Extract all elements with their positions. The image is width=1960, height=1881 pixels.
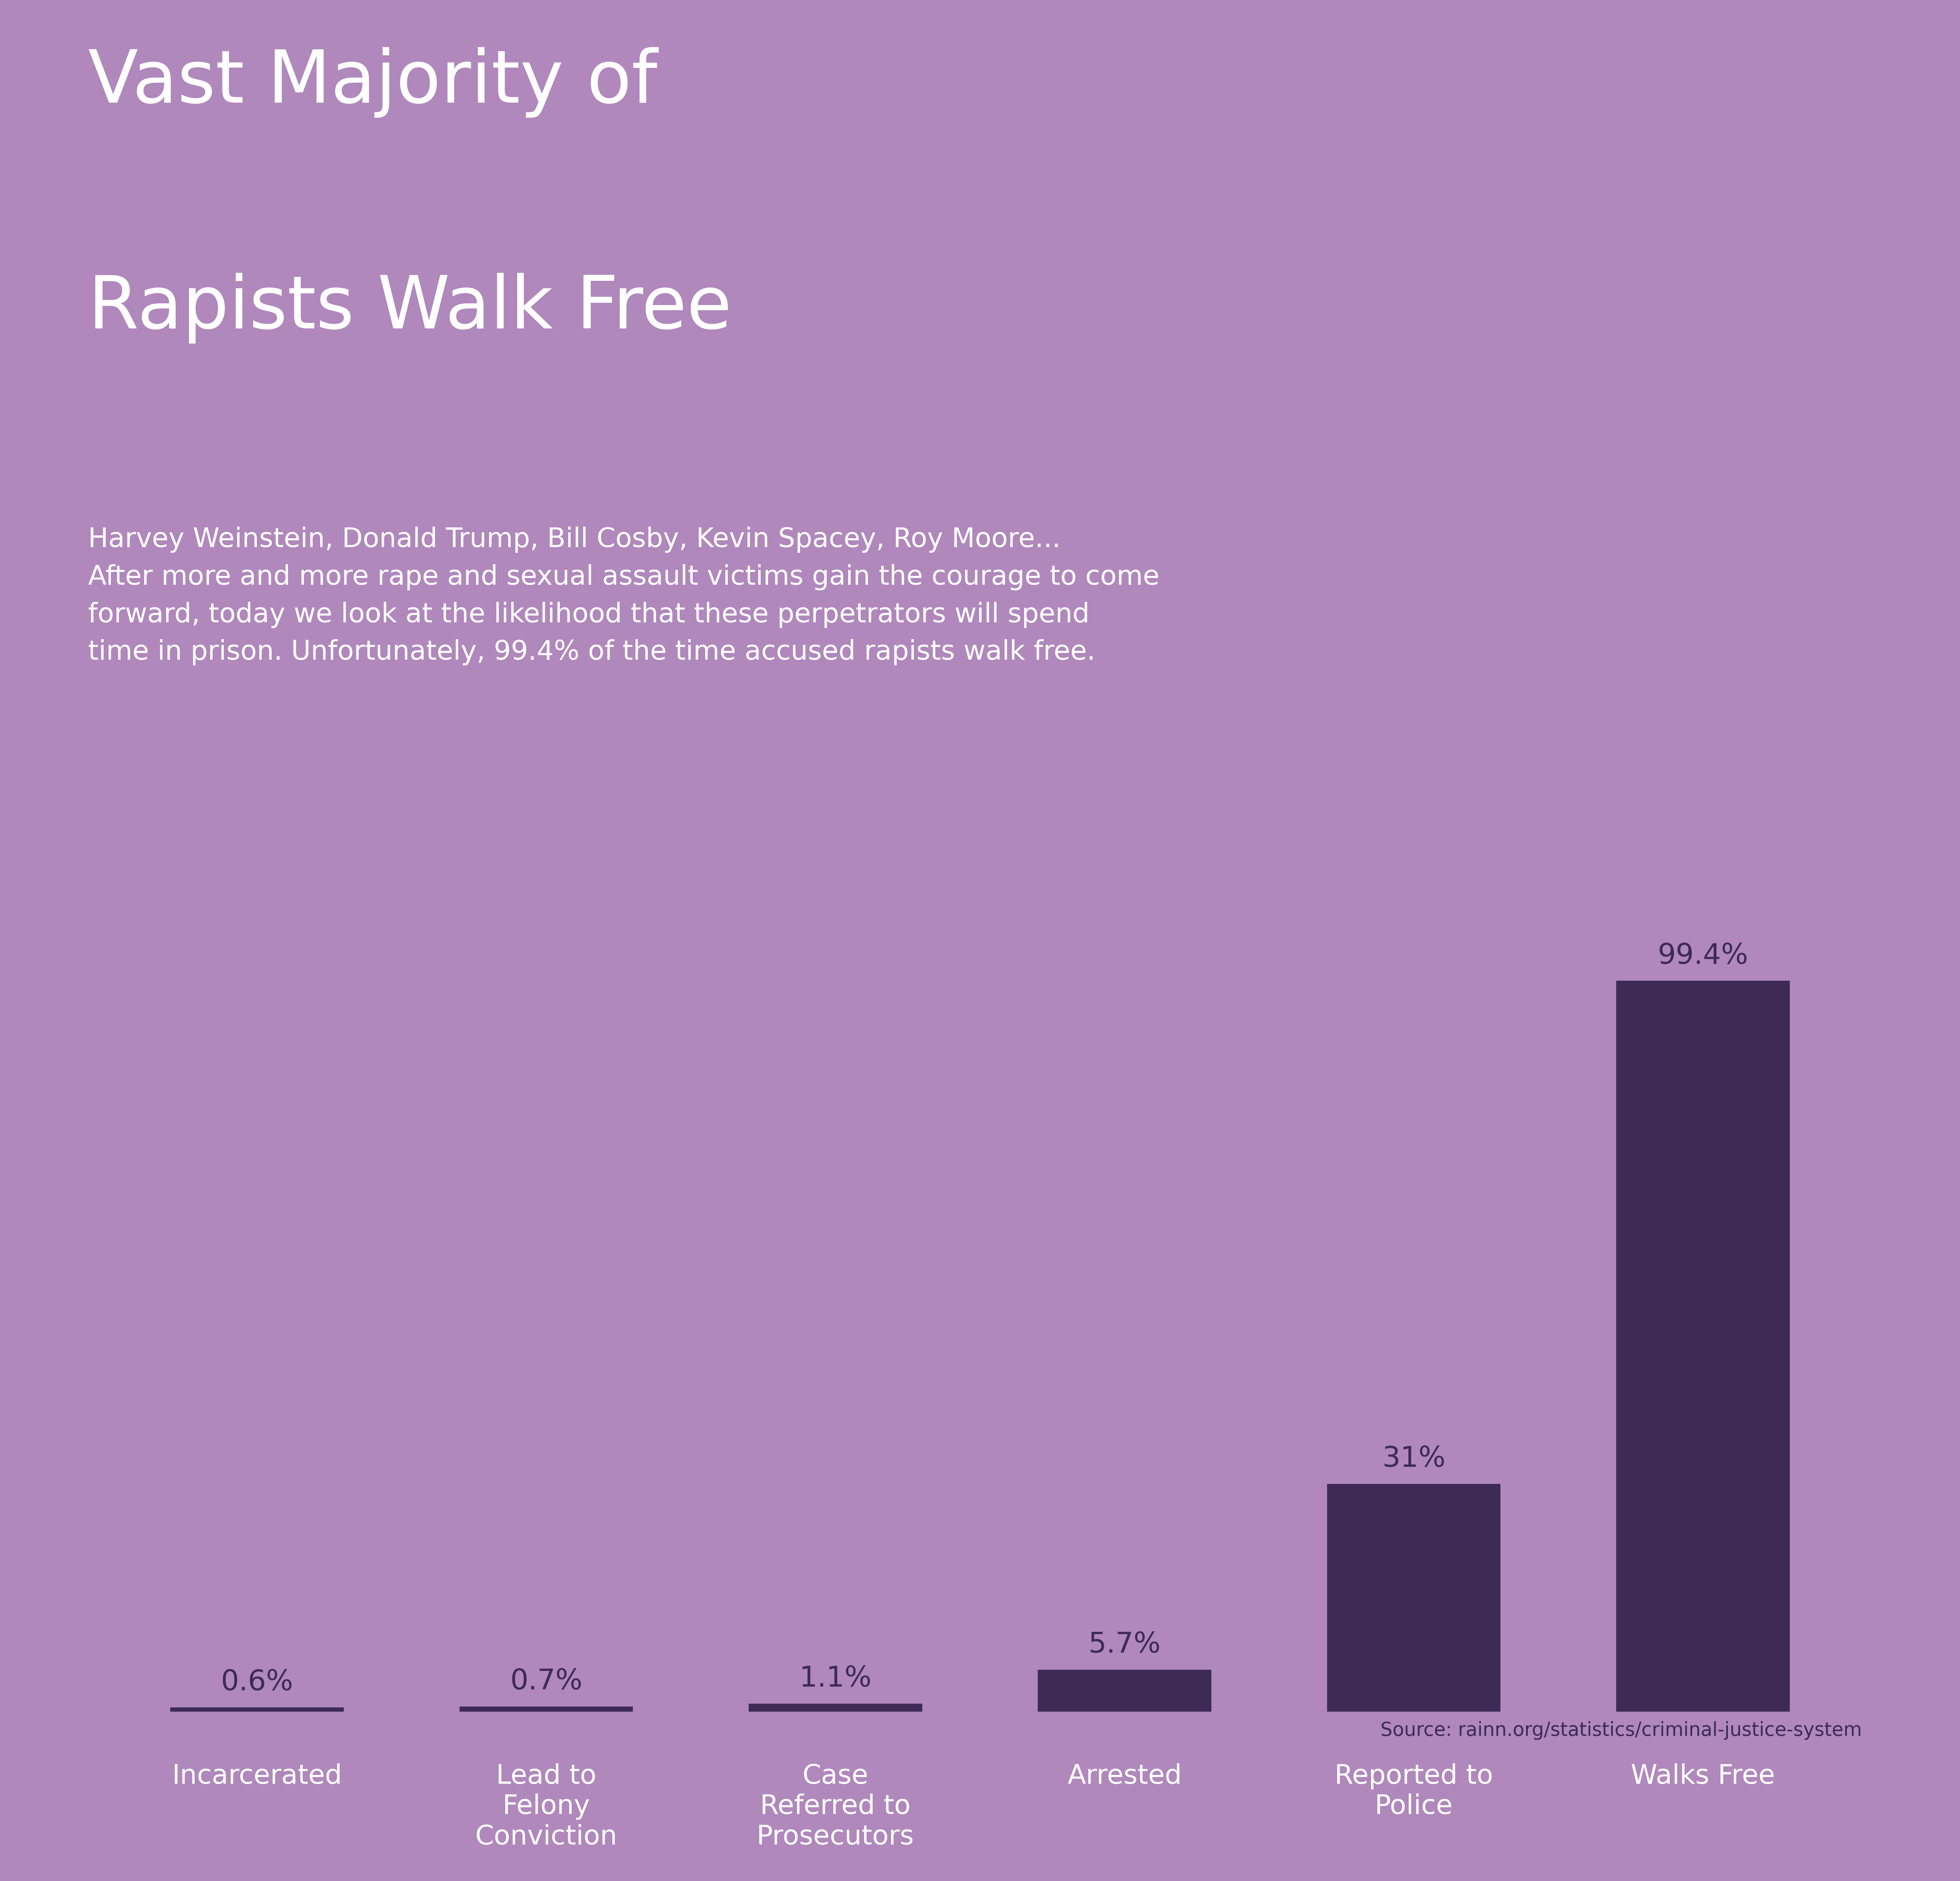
Bar: [459, 1706, 633, 1712]
Bar: [1327, 1484, 1501, 1712]
Text: 31%: 31%: [1382, 1445, 1445, 1473]
Text: Reported to
Police: Reported to Police: [1335, 1762, 1494, 1819]
Text: Arrested: Arrested: [1068, 1762, 1182, 1789]
Text: Incarcerated: Incarcerated: [172, 1762, 343, 1789]
Bar: [171, 1708, 343, 1712]
Text: Case
Referred to
Prosecutors: Case Referred to Prosecutors: [757, 1762, 913, 1851]
Text: 5.7%: 5.7%: [1088, 1631, 1160, 1659]
Text: Rapists Walk Free: Rapists Walk Free: [88, 273, 731, 344]
Text: Walks Free: Walks Free: [1631, 1762, 1776, 1789]
Bar: [1617, 980, 1789, 1712]
Text: Source: rainn.org/statistics/criminal-justice-system: Source: rainn.org/statistics/criminal-ju…: [1380, 1721, 1862, 1740]
Text: 0.7%: 0.7%: [510, 1668, 582, 1695]
Text: Harvey Weinstein, Donald Trump, Bill Cosby, Kevin Spacey, Roy Moore...
After mor: Harvey Weinstein, Donald Trump, Bill Cos…: [88, 527, 1160, 666]
Bar: [749, 1704, 921, 1712]
Text: Vast Majority of: Vast Majority of: [88, 47, 657, 119]
Text: 1.1%: 1.1%: [800, 1665, 872, 1693]
Bar: [1039, 1670, 1211, 1712]
Text: 0.6%: 0.6%: [221, 1668, 294, 1697]
Text: Lead to
Felony
Conviction: Lead to Felony Conviction: [474, 1762, 617, 1851]
Text: 99.4%: 99.4%: [1658, 942, 1748, 971]
